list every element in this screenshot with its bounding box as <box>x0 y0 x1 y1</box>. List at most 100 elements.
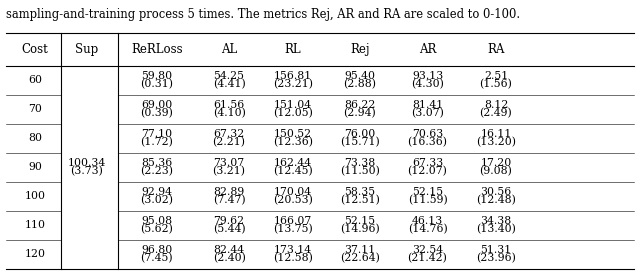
Text: 82.89: 82.89 <box>214 187 244 197</box>
Text: 16.11: 16.11 <box>480 129 512 139</box>
Text: Rej: Rej <box>350 43 369 56</box>
Text: (3.07): (3.07) <box>411 109 444 119</box>
Text: (13.40): (13.40) <box>476 224 516 235</box>
Text: 79.62: 79.62 <box>214 216 244 226</box>
Text: 96.80: 96.80 <box>141 245 172 255</box>
Text: (12.07): (12.07) <box>408 166 447 177</box>
Text: (15.71): (15.71) <box>340 137 380 148</box>
Text: (1.56): (1.56) <box>479 79 513 90</box>
Text: 70.63: 70.63 <box>412 129 443 139</box>
Text: 86.22: 86.22 <box>344 100 376 110</box>
Text: (5.62): (5.62) <box>140 224 173 235</box>
Text: 34.38: 34.38 <box>481 216 511 226</box>
Text: (12.51): (12.51) <box>340 195 380 206</box>
Text: 100: 100 <box>25 191 45 201</box>
Text: 73.38: 73.38 <box>344 158 375 168</box>
Text: (13.20): (13.20) <box>476 137 516 148</box>
Text: 2.51: 2.51 <box>484 71 508 81</box>
Text: 100.34: 100.34 <box>67 158 106 168</box>
Text: (12.58): (12.58) <box>273 253 313 264</box>
Text: 85.36: 85.36 <box>141 158 172 168</box>
Text: (2.40): (2.40) <box>212 253 246 264</box>
Text: 166.07: 166.07 <box>274 216 312 226</box>
Text: (9.08): (9.08) <box>479 166 513 177</box>
Text: (7.47): (7.47) <box>213 195 245 206</box>
Text: (5.44): (5.44) <box>213 224 245 235</box>
Text: 73.07: 73.07 <box>214 158 244 168</box>
Text: 58.35: 58.35 <box>344 187 375 197</box>
Text: (2.49): (2.49) <box>479 109 513 119</box>
Text: 32.54: 32.54 <box>412 245 443 255</box>
Text: (23.21): (23.21) <box>273 79 313 90</box>
Text: (7.45): (7.45) <box>141 253 173 264</box>
Text: (12.45): (12.45) <box>273 166 313 177</box>
Text: 156.81: 156.81 <box>274 71 312 81</box>
Text: 60: 60 <box>28 75 42 85</box>
Text: (12.05): (12.05) <box>273 109 313 119</box>
Text: (3.21): (3.21) <box>212 166 246 177</box>
Text: 92.94: 92.94 <box>141 187 172 197</box>
Text: 70: 70 <box>28 104 42 114</box>
Text: Sup: Sup <box>75 43 98 56</box>
Text: RA: RA <box>487 43 505 56</box>
Text: 67.33: 67.33 <box>412 158 443 168</box>
Text: 110: 110 <box>25 220 45 230</box>
Text: 67.32: 67.32 <box>214 129 244 139</box>
Text: 82.44: 82.44 <box>214 245 244 255</box>
Text: 173.14: 173.14 <box>274 245 312 255</box>
Text: 77.10: 77.10 <box>141 129 172 139</box>
Text: 120: 120 <box>25 249 45 259</box>
Text: 80: 80 <box>28 133 42 143</box>
Text: 170.04: 170.04 <box>274 187 312 197</box>
Text: 93.13: 93.13 <box>412 71 443 81</box>
Text: 151.04: 151.04 <box>274 100 312 110</box>
Text: 46.13: 46.13 <box>412 216 443 226</box>
Text: (11.59): (11.59) <box>408 195 447 206</box>
Text: (11.50): (11.50) <box>340 166 380 177</box>
Text: AR: AR <box>419 43 436 56</box>
Text: Cost: Cost <box>22 43 49 56</box>
Text: AL: AL <box>221 43 237 56</box>
Text: 8.12: 8.12 <box>484 100 508 110</box>
Text: 61.56: 61.56 <box>214 100 244 110</box>
Text: RL: RL <box>285 43 301 56</box>
Text: (0.39): (0.39) <box>140 109 173 119</box>
Text: (22.64): (22.64) <box>340 253 380 264</box>
Text: (12.36): (12.36) <box>273 137 313 148</box>
Text: 54.25: 54.25 <box>214 71 244 81</box>
Text: (2.88): (2.88) <box>343 79 376 90</box>
Text: (4.41): (4.41) <box>212 79 246 90</box>
Text: 76.00: 76.00 <box>344 129 375 139</box>
Text: (21.42): (21.42) <box>408 253 447 264</box>
Text: 51.31: 51.31 <box>481 245 511 255</box>
Text: (3.02): (3.02) <box>140 195 173 206</box>
Text: (3.73): (3.73) <box>70 166 103 177</box>
Text: 30.56: 30.56 <box>481 187 511 197</box>
Text: 150.52: 150.52 <box>274 129 312 139</box>
Text: (12.48): (12.48) <box>476 195 516 206</box>
Text: 90: 90 <box>28 162 42 172</box>
Text: (0.31): (0.31) <box>140 79 173 90</box>
Text: 37.11: 37.11 <box>344 245 375 255</box>
Text: (14.76): (14.76) <box>408 224 447 235</box>
Text: (4.10): (4.10) <box>212 109 246 119</box>
Text: (23.96): (23.96) <box>476 253 516 264</box>
Text: 162.44: 162.44 <box>274 158 312 168</box>
Text: 95.40: 95.40 <box>344 71 375 81</box>
Text: sampling-and-training process 5 times. The metrics Rej, AR and RA are scaled to : sampling-and-training process 5 times. T… <box>6 8 520 21</box>
Text: 52.15: 52.15 <box>412 187 443 197</box>
Text: 59.80: 59.80 <box>141 71 172 81</box>
Text: (2.21): (2.21) <box>212 137 246 148</box>
Text: (16.36): (16.36) <box>408 137 447 148</box>
Text: ReRLoss: ReRLoss <box>131 43 182 56</box>
Text: (4.30): (4.30) <box>411 79 444 90</box>
Text: (2.23): (2.23) <box>140 166 173 177</box>
Text: 95.08: 95.08 <box>141 216 172 226</box>
Text: (14.96): (14.96) <box>340 224 380 235</box>
Text: (1.72): (1.72) <box>140 137 173 148</box>
Text: (20.53): (20.53) <box>273 195 313 206</box>
Text: 69.00: 69.00 <box>141 100 172 110</box>
Text: 81.41: 81.41 <box>412 100 443 110</box>
Text: (2.94): (2.94) <box>343 109 376 119</box>
Text: 52.15: 52.15 <box>344 216 375 226</box>
